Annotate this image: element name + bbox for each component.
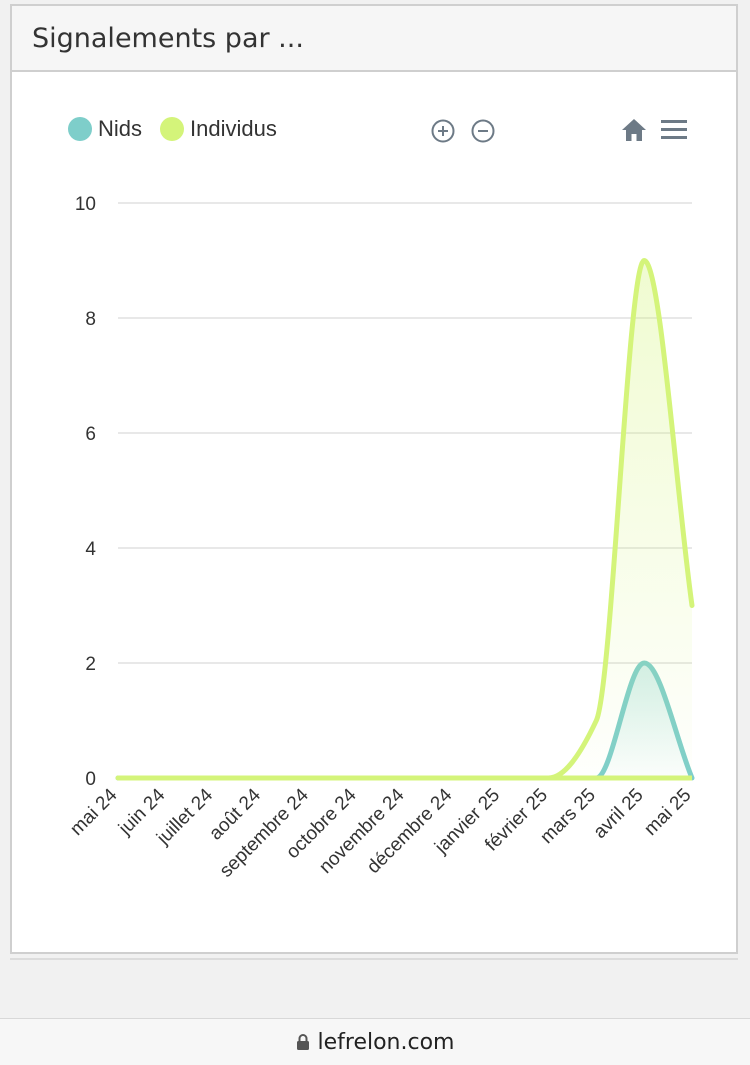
x-tick-label: avril 25 bbox=[590, 785, 648, 843]
chart-card: Signalements par ... Nids Individus bbox=[10, 4, 738, 954]
x-tick-label: mai 24 bbox=[66, 784, 121, 839]
series-area-individus bbox=[118, 261, 692, 779]
url-text: lefrelon.com bbox=[318, 1030, 455, 1055]
x-tick-label: mai 25 bbox=[640, 785, 695, 840]
card-title: Signalements par ... bbox=[32, 23, 304, 54]
y-tick-label: 8 bbox=[85, 309, 96, 330]
card-header: Signalements par ... bbox=[12, 6, 736, 72]
y-tick-label: 4 bbox=[85, 539, 96, 560]
y-tick-label: 0 bbox=[85, 769, 96, 790]
y-tick-label: 2 bbox=[85, 654, 96, 675]
divider bbox=[10, 958, 738, 960]
y-tick-label: 6 bbox=[85, 424, 96, 445]
y-tick-label: 10 bbox=[75, 194, 96, 215]
lock-icon bbox=[296, 1033, 310, 1051]
browser-url-bar[interactable]: lefrelon.com bbox=[0, 1018, 750, 1065]
